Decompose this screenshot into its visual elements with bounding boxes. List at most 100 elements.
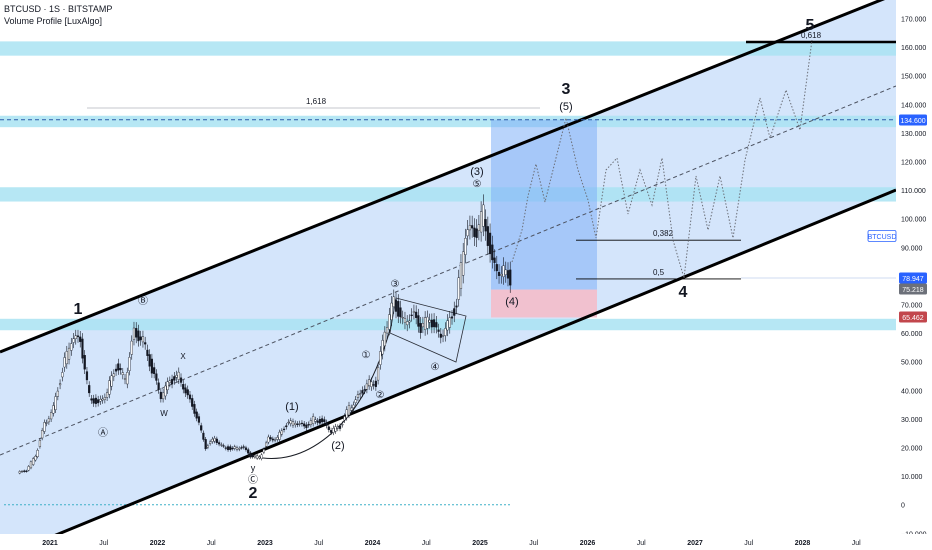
candle: [61, 372, 64, 378]
candle: [202, 432, 205, 440]
fib-label: 0,618: [801, 31, 822, 40]
candle: [296, 423, 299, 425]
candle: [291, 421, 295, 426]
candle: [376, 367, 380, 381]
candle: [99, 399, 102, 402]
candle: [97, 399, 100, 404]
candle: [334, 426, 337, 432]
candle: [213, 437, 216, 442]
x-tick-label: Jul: [99, 540, 108, 547]
candle: [217, 442, 221, 445]
candle: [495, 264, 498, 272]
candle: [361, 390, 364, 394]
x-tick-label: Jul: [207, 540, 216, 547]
candle: [383, 331, 386, 347]
candle: [374, 380, 377, 387]
x-tick-label: 2028: [795, 540, 811, 547]
candle: [188, 394, 192, 400]
candle: [412, 311, 416, 313]
candle: [486, 226, 489, 246]
projection-path: [511, 39, 813, 279]
candle: [273, 439, 277, 441]
candle: [106, 392, 109, 398]
candle: [197, 416, 201, 423]
candle: [439, 333, 442, 338]
x-axis[interactable]: 2021 Jul 2022 Jul 2023 Jul 2024 Jul 2025 Jul 2026 J…: [0, 534, 932, 550]
candle: [271, 438, 274, 441]
candle: [352, 404, 355, 409]
projection-path: [511, 39, 813, 279]
candle: [415, 311, 418, 318]
candle: [300, 422, 304, 425]
candle: [161, 392, 165, 400]
candle: [312, 416, 315, 424]
candle: [90, 398, 93, 401]
candle: [341, 424, 344, 426]
candle: [101, 398, 104, 401]
upper-channel-line: [0, 0, 886, 354]
candle: [224, 447, 227, 449]
x-tick-label: 2021: [42, 540, 58, 547]
x-axis-bg: [0, 534, 932, 550]
wave-label: X: [180, 352, 186, 361]
price-label: BTCUSD: [868, 234, 897, 241]
candle: [164, 385, 167, 397]
x-tick-label: Jul: [637, 540, 646, 547]
y-tick-label: 90.000: [901, 245, 923, 252]
candle: [504, 269, 507, 275]
candle: [32, 458, 35, 465]
candle: [179, 377, 183, 383]
price-label: 75.218: [902, 287, 924, 294]
candle: [462, 251, 465, 276]
candle: [240, 447, 243, 449]
candle: [251, 455, 254, 458]
candle: [155, 373, 158, 381]
candle: [347, 405, 351, 416]
candle: [278, 431, 281, 440]
candle: [256, 455, 259, 459]
candle: [119, 368, 122, 371]
y-tick-label: 40.000: [901, 388, 923, 395]
y-tick-label: 10.000: [901, 474, 923, 481]
wave-label: 2: [249, 485, 258, 502]
wave-label: ③: [391, 279, 400, 290]
candle: [267, 436, 270, 443]
wave-label: y: [251, 463, 256, 473]
candle: [182, 384, 185, 390]
candle: [497, 272, 501, 276]
candle: [137, 330, 140, 342]
candle: [388, 314, 391, 330]
x-tick-label: 2026: [580, 540, 596, 547]
fib-label: 0,382: [653, 229, 674, 238]
candle: [211, 438, 214, 442]
x-tick-label: 2023: [257, 540, 273, 547]
candle: [307, 424, 310, 426]
candle: [482, 204, 485, 227]
price-label: 134.600: [900, 118, 925, 125]
price-label-box: [899, 283, 927, 295]
candle: [29, 461, 33, 469]
wave-label: (1): [285, 401, 298, 413]
candle: [448, 317, 451, 328]
candle: [471, 225, 474, 229]
candle: [424, 317, 427, 330]
candle: [459, 262, 463, 289]
candle: [473, 227, 476, 237]
candle: [421, 322, 424, 328]
candle: [123, 378, 127, 380]
candle: [18, 471, 21, 474]
candle: [56, 390, 59, 397]
candle: [52, 405, 55, 414]
price-label: 78.947: [902, 276, 924, 283]
candle: [76, 335, 80, 338]
candle: [94, 397, 98, 404]
y-tick-label: 110.000: [901, 188, 926, 195]
candle: [173, 376, 176, 381]
candle: [200, 425, 203, 431]
candle: [430, 319, 433, 328]
candle: [345, 409, 348, 418]
candle: [184, 387, 187, 394]
lower-channel-line: [15, 188, 897, 550]
candle: [168, 380, 171, 384]
